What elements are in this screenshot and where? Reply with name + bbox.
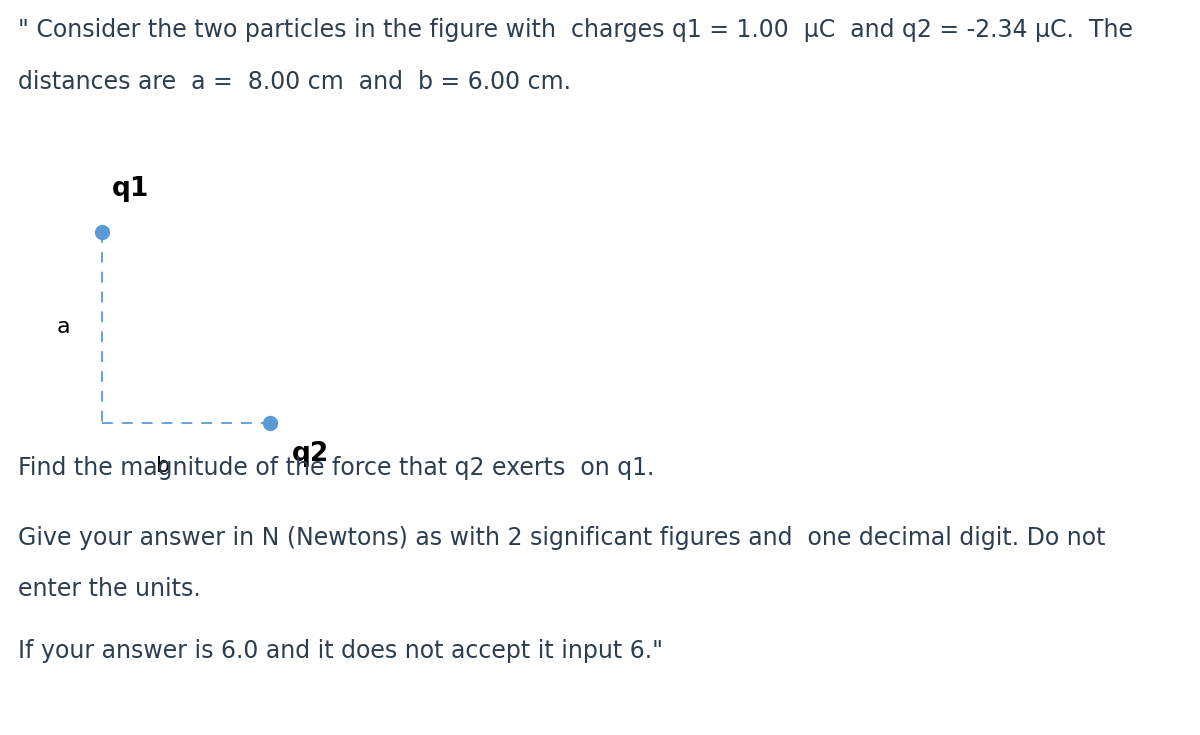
Text: b: b <box>156 456 170 476</box>
Text: Find the magnitude of the force that q2 exerts  on q1.: Find the magnitude of the force that q2 … <box>18 456 654 480</box>
Text: q1: q1 <box>112 176 149 202</box>
Text: distances are  a =  8.00 cm  and  b = 6.00 cm.: distances are a = 8.00 cm and b = 6.00 c… <box>18 70 571 94</box>
Text: enter the units.: enter the units. <box>18 577 200 601</box>
Text: If your answer is 6.0 and it does not accept it input 6.": If your answer is 6.0 and it does not ac… <box>18 639 662 664</box>
Text: q2: q2 <box>292 441 329 467</box>
Text: " Consider the two particles in the figure with  charges q1 = 1.00  μC  and q2 =: " Consider the two particles in the figu… <box>18 18 1133 43</box>
Text: a: a <box>56 317 70 337</box>
Text: Give your answer in N (Newtons) as with 2 significant figures and  one decimal d: Give your answer in N (Newtons) as with … <box>18 526 1105 550</box>
